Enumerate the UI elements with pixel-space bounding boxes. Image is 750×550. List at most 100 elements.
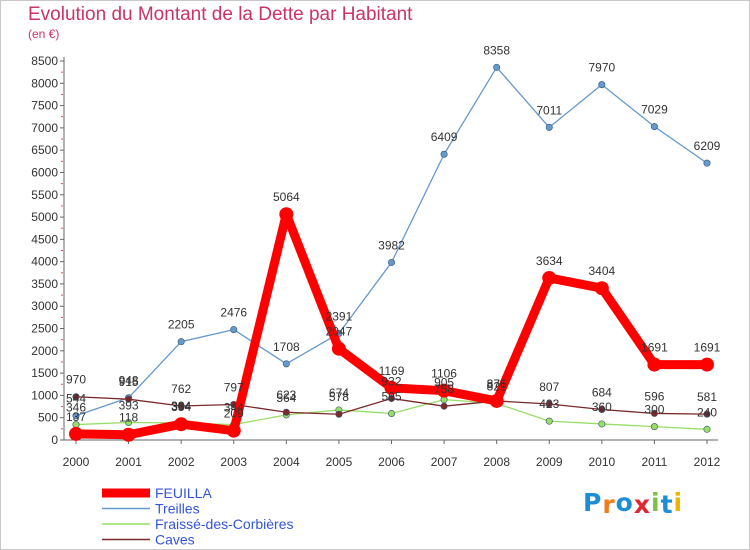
- data-label: 905: [434, 376, 454, 390]
- x-tick-label: 2005: [326, 455, 353, 469]
- data-point: [331, 341, 346, 356]
- x-tick-label: 2002: [168, 455, 195, 469]
- data-point: [387, 409, 395, 417]
- data-point: [650, 123, 658, 131]
- data-point: [545, 417, 553, 425]
- data-label: 6409: [431, 130, 458, 144]
- data-label: 564: [276, 391, 296, 405]
- data-label: 758: [434, 382, 454, 396]
- data-label: 2391: [326, 309, 353, 323]
- y-tick-label: 7500: [31, 99, 58, 113]
- data-point: [545, 400, 553, 408]
- y-tick-label: 2000: [31, 344, 58, 358]
- legend-label: Treilles: [155, 501, 200, 517]
- data-point: [279, 207, 294, 222]
- data-label: 915: [119, 375, 139, 389]
- data-label: 1169: [379, 364, 405, 378]
- y-tick-label: 1000: [31, 388, 58, 402]
- y-tick-label: 5500: [31, 188, 58, 202]
- legend: FEUILLATreillesFraissé-des-CorbièresCave…: [102, 485, 293, 548]
- proxiti-logo: Proxiti: [583, 488, 684, 519]
- data-label: 544: [66, 392, 86, 406]
- data-point: [703, 410, 711, 418]
- data-label: 876: [487, 377, 507, 391]
- data-label: 344: [224, 401, 244, 415]
- data-label: 2047: [326, 325, 353, 339]
- logo-letter: i: [673, 488, 684, 517]
- data-label: 7029: [641, 103, 668, 117]
- x-tick-label: 2011: [642, 455, 668, 469]
- data-point: [384, 380, 399, 395]
- data-label: 970: [66, 373, 86, 387]
- data-label: 240: [697, 405, 717, 419]
- logo-letter: x: [633, 490, 651, 519]
- data-label: 3634: [536, 254, 563, 268]
- data-point: [125, 418, 133, 426]
- data-point: [598, 81, 606, 89]
- y-tick-label: 4500: [31, 232, 58, 246]
- y-tick-label: 1500: [31, 366, 58, 380]
- data-point: [598, 420, 606, 428]
- x-tick-label: 2004: [273, 455, 300, 469]
- data-label: 118: [119, 411, 138, 425]
- data-label: 623: [276, 388, 296, 402]
- data-label: 1691: [641, 341, 668, 355]
- data-label: 1106: [431, 367, 457, 381]
- data-point: [650, 409, 658, 417]
- x-tick-label: 2001: [115, 455, 142, 469]
- data-point: [437, 383, 452, 398]
- data-point: [387, 394, 395, 402]
- data-point: [703, 159, 711, 167]
- data-point: [177, 402, 185, 410]
- legend-label: Caves: [155, 532, 195, 548]
- x-tick-label: 2008: [483, 455, 510, 469]
- data-label: 578: [329, 390, 349, 404]
- data-label: 209: [224, 407, 244, 421]
- data-label: 393: [119, 398, 139, 412]
- y-tick-label: 4000: [31, 255, 58, 269]
- labels-caves: 970 915 762 797 623 578 932 758 876 807 684 596 581: [66, 373, 717, 404]
- data-label: 596: [644, 389, 664, 403]
- data-point: [700, 357, 714, 372]
- y-tick-label: 7000: [31, 121, 58, 135]
- data-label: 2476: [220, 306, 247, 320]
- logo-letter: t: [660, 490, 674, 519]
- x-tick-label: 2012: [694, 455, 721, 469]
- x-tick-label: 2010: [588, 455, 615, 469]
- y-tick-label: 6500: [31, 143, 58, 157]
- chart-subtitle: (en €): [28, 27, 60, 41]
- data-label: 7970: [588, 61, 615, 75]
- data-point: [545, 123, 553, 131]
- y-tick-label: 8500: [31, 54, 58, 68]
- data-label: 137: [66, 410, 86, 424]
- data-point: [121, 427, 136, 442]
- data-label: 674: [329, 386, 349, 400]
- data-label: 1708: [273, 340, 300, 354]
- data-label: 3982: [378, 238, 405, 252]
- x-tick-label: 2000: [63, 455, 90, 469]
- x-tick-label: 2009: [536, 455, 563, 469]
- logo-letter: P: [583, 488, 603, 517]
- logo-letter: r: [602, 490, 616, 519]
- x-tick-label: 2007: [431, 455, 458, 469]
- y-tick-label: 8000: [31, 76, 58, 90]
- labels-fraiss-des-corbi-res: 346 393 384 344 564 674 595 905 821 423 360 300 240: [66, 376, 717, 420]
- data-point: [230, 326, 238, 334]
- data-label: 797: [224, 380, 244, 394]
- data-point: [440, 402, 448, 410]
- labels-feuilla: 137 118 354 209 5064 2047 1169 1106 876 3634 3404 1…: [66, 190, 721, 425]
- data-point: [703, 425, 711, 433]
- data-label: 360: [592, 400, 612, 414]
- data-point: [647, 357, 662, 372]
- data-label: 300: [644, 403, 664, 417]
- y-tick-label: 6000: [31, 165, 58, 179]
- data-point: [387, 258, 395, 266]
- data-point: [650, 423, 658, 431]
- series-feuilla: [69, 207, 714, 442]
- data-point: [335, 410, 343, 418]
- y-tick-label: 2500: [31, 322, 58, 336]
- data-point: [282, 408, 290, 416]
- y-tick-label: 3000: [31, 299, 58, 313]
